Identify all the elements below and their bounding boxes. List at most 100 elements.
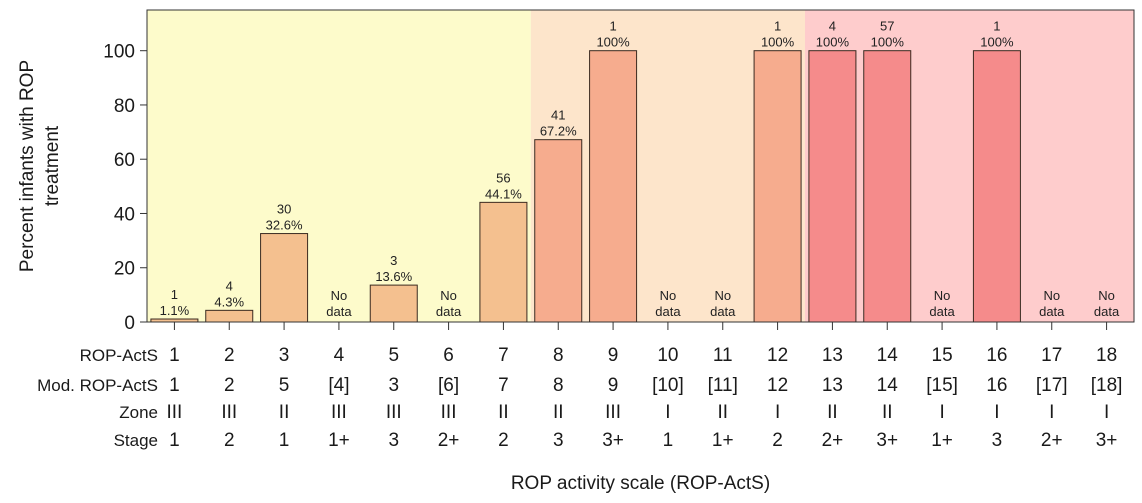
y-tick-label: 80 xyxy=(114,96,135,117)
row-value: [11] xyxy=(708,375,738,396)
percent-label: 32.6% xyxy=(266,218,303,233)
no-data-label: No xyxy=(1098,288,1115,303)
row-value: 13 xyxy=(822,345,843,366)
no-data-label: No xyxy=(331,288,348,303)
row-value: III xyxy=(166,402,182,423)
row-value: 9 xyxy=(608,345,619,366)
row-value: 7 xyxy=(498,345,509,366)
row-value: 3 xyxy=(388,375,399,396)
count-label: 4 xyxy=(226,278,233,293)
row-value: 2+ xyxy=(438,430,460,451)
no-data-label: No xyxy=(714,288,731,303)
bar-14 xyxy=(863,50,912,323)
row-value: II xyxy=(498,402,509,423)
count-label: 57 xyxy=(880,19,894,34)
row-value: 16 xyxy=(986,345,1007,366)
row-value: 1 xyxy=(169,345,180,366)
x-axis-title: ROP activity scale (ROP-ActS) xyxy=(511,473,770,494)
bar-2 xyxy=(205,309,254,323)
row-value: 7 xyxy=(498,375,509,396)
y-axis-title: Percent infants with ROP xyxy=(17,60,38,272)
row-value: 1 xyxy=(279,430,290,451)
y-tick-label: 60 xyxy=(114,150,135,171)
row-value: 4 xyxy=(334,345,345,366)
row-value: 13 xyxy=(822,375,843,396)
no-data-label: data xyxy=(1094,304,1120,319)
percent-label: 100% xyxy=(871,35,905,50)
row-value: I xyxy=(1104,402,1109,423)
row-value: [4] xyxy=(328,375,349,396)
bar-3 xyxy=(260,233,309,323)
row-value: 3 xyxy=(553,430,564,451)
y-tick-label: 100 xyxy=(103,42,135,63)
background-band-3 xyxy=(805,10,1134,322)
count-label: 1 xyxy=(609,19,616,34)
row-label: Mod. ROP-ActS xyxy=(37,376,158,395)
percent-label: 13.6% xyxy=(375,269,412,284)
row-value: III xyxy=(221,402,237,423)
count-label: 4 xyxy=(829,19,836,34)
row-value: III xyxy=(441,402,457,423)
row-value: 3 xyxy=(992,430,1003,451)
count-label: 3 xyxy=(390,253,397,268)
row-value: [18] xyxy=(1091,375,1123,396)
plot-frame xyxy=(146,9,1135,323)
row-value: 15 xyxy=(932,345,953,366)
no-data-label: No xyxy=(660,288,677,303)
row-value: I xyxy=(665,402,670,423)
row-label: Stage xyxy=(114,431,158,450)
row-value: II xyxy=(827,402,838,423)
no-data-label: data xyxy=(710,304,736,319)
percent-label: 100% xyxy=(816,35,850,50)
row-value: 2 xyxy=(772,430,783,451)
row-value: 8 xyxy=(553,345,564,366)
row-value: 14 xyxy=(877,375,899,396)
row-value: 12 xyxy=(767,375,788,396)
row-value: I xyxy=(1049,402,1054,423)
row-value: II xyxy=(553,402,564,423)
row-value: 2+ xyxy=(822,430,844,451)
row-value: I xyxy=(994,402,999,423)
row-value: 1+ xyxy=(712,430,734,451)
row-value: II xyxy=(717,402,728,423)
row-value: III xyxy=(605,402,621,423)
row-value: 1+ xyxy=(328,430,350,451)
row-value: 12 xyxy=(767,345,788,366)
no-data-label: data xyxy=(326,304,352,319)
count-label: 1 xyxy=(171,287,178,302)
row-value: 10 xyxy=(657,345,678,366)
row-value: 3+ xyxy=(876,430,898,451)
row-value: 5 xyxy=(388,345,399,366)
no-data-label: data xyxy=(436,304,462,319)
row-value: III xyxy=(331,402,347,423)
count-label: 56 xyxy=(496,170,510,185)
row-value: I xyxy=(939,402,944,423)
bar-12 xyxy=(753,50,802,323)
row-value: 6 xyxy=(443,345,454,366)
row-label: ROP-ActS xyxy=(80,346,158,365)
y-tick-label: 20 xyxy=(114,259,135,280)
row-value: 3 xyxy=(279,345,290,366)
percent-label: 44.1% xyxy=(485,186,522,201)
row-label: Zone xyxy=(119,403,158,422)
percent-label: 100% xyxy=(596,35,630,50)
row-value: [15] xyxy=(926,375,958,396)
y-axis-title: treatment xyxy=(42,125,63,206)
row-value: 2 xyxy=(498,430,509,451)
row-value: 18 xyxy=(1096,345,1117,366)
row-value: II xyxy=(279,402,290,423)
percent-label: 1.1% xyxy=(160,303,190,318)
percent-label: 100% xyxy=(980,35,1014,50)
count-label: 1 xyxy=(774,19,781,34)
bar-13 xyxy=(808,50,857,323)
row-value: 14 xyxy=(877,345,899,366)
row-value: 1 xyxy=(169,375,180,396)
row-value: 16 xyxy=(986,375,1007,396)
row-value: I xyxy=(775,402,780,423)
row-value: 2 xyxy=(224,430,235,451)
row-value: 9 xyxy=(608,375,619,396)
row-value: II xyxy=(882,402,893,423)
row-value: 2+ xyxy=(1041,430,1063,451)
no-data-label: data xyxy=(655,304,681,319)
